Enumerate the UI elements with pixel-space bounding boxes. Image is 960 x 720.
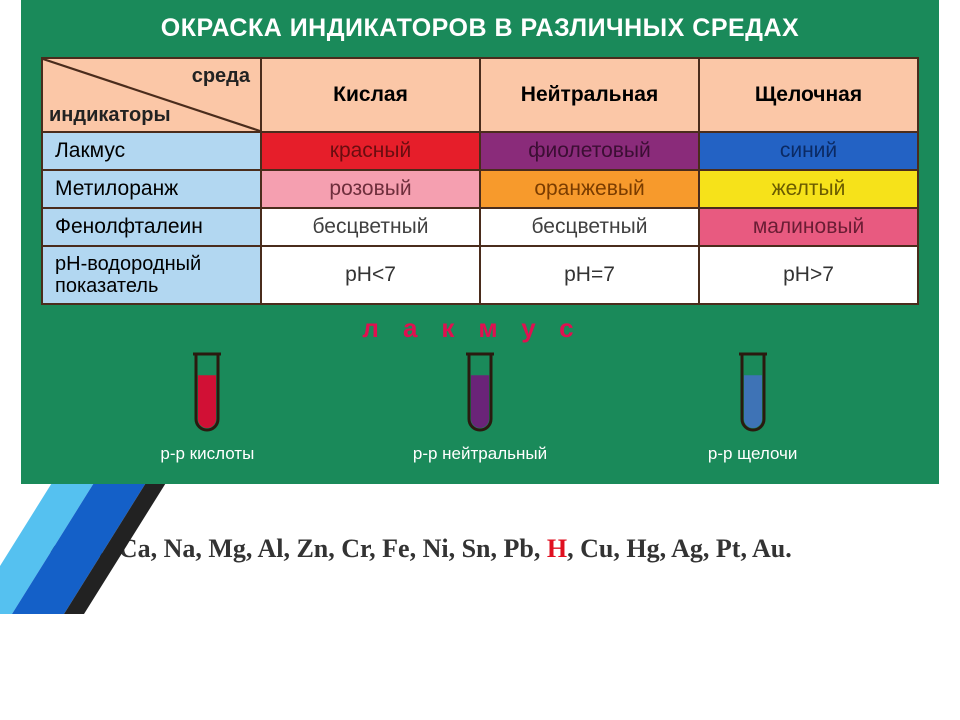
row-indicator-name: Фенолфталеин	[42, 208, 261, 246]
tubes-row: р-р кислоты р-р нейтральный р-р щелочи	[41, 350, 919, 464]
color-cell: оранжевый	[480, 170, 699, 208]
color-cell: бесцветный	[480, 208, 699, 246]
series-h: H	[547, 534, 567, 563]
color-cell: фиолетовый	[480, 132, 699, 170]
panel-title: ОКРАСКА ИНДИКАТОРОВ В РАЗЛИЧНЫХ СРЕДАХ	[41, 14, 919, 43]
row-indicator-name: Лакмус	[42, 132, 261, 170]
tube-column: р-р нейтральный	[380, 350, 580, 464]
header-top-label: среда	[192, 65, 250, 88]
color-cell: красный	[261, 132, 480, 170]
row-indicator-name: Метилоранж	[42, 170, 261, 208]
table-row: рН-водородный показательрН<7рН=7рН>7	[42, 246, 918, 304]
row-indicator-name: рН-водородный показатель	[42, 246, 261, 304]
env-acid-header: Кислая	[261, 58, 480, 132]
env-neutral-header: Нейтральная	[480, 58, 699, 132]
color-cell: рН<7	[261, 246, 480, 304]
color-cell: малиновый	[699, 208, 918, 246]
test-tube-icon	[192, 350, 222, 434]
table-row: Метилоранжрозовыйоранжевыйжелтый	[42, 170, 918, 208]
test-tube-icon	[465, 350, 495, 434]
color-cell: рН>7	[699, 246, 918, 304]
color-cell: синий	[699, 132, 918, 170]
table-row: Лакмускрасныйфиолетовыйсиний	[42, 132, 918, 170]
color-cell: розовый	[261, 170, 480, 208]
decorative-stripes	[0, 484, 220, 614]
indicator-panel: ОКРАСКА ИНДИКАТОРОВ В РАЗЛИЧНЫХ СРЕДАХ с…	[21, 0, 939, 484]
header-diagonal-cell: среда индикаторы	[42, 58, 261, 132]
lakmus-label: лакмус	[41, 313, 919, 344]
header-bottom-label: индикаторы	[49, 104, 171, 127]
series-post: , Cu, Hg, Ag, Pt, Au.	[567, 534, 792, 563]
indicator-table: среда индикаторы Кислая Нейтральная Щело…	[41, 57, 919, 305]
tube-caption: р-р щелочи	[708, 444, 798, 464]
color-cell: бесцветный	[261, 208, 480, 246]
slide: ОКРАСКА ИНДИКАТОРОВ В РАЗЛИЧНЫХ СРЕДАХ с…	[0, 0, 960, 720]
env-alkaline-header: Щелочная	[699, 58, 918, 132]
tube-column: р-р кислоты	[107, 350, 307, 464]
table-row: Фенолфталеинбесцветныйбесцветныймалиновы…	[42, 208, 918, 246]
tube-caption: р-р кислоты	[160, 444, 254, 464]
tube-caption: р-р нейтральный	[413, 444, 547, 464]
footer-band: Li, K, Ca, Na, Mg, Al, Zn, Cr, Fe, Ni, S…	[0, 484, 960, 614]
table-header-row: среда индикаторы Кислая Нейтральная Щело…	[42, 58, 918, 132]
color-cell: желтый	[699, 170, 918, 208]
tube-column: р-р щелочи	[653, 350, 853, 464]
test-tube-icon	[738, 350, 768, 434]
color-cell: рН=7	[480, 246, 699, 304]
